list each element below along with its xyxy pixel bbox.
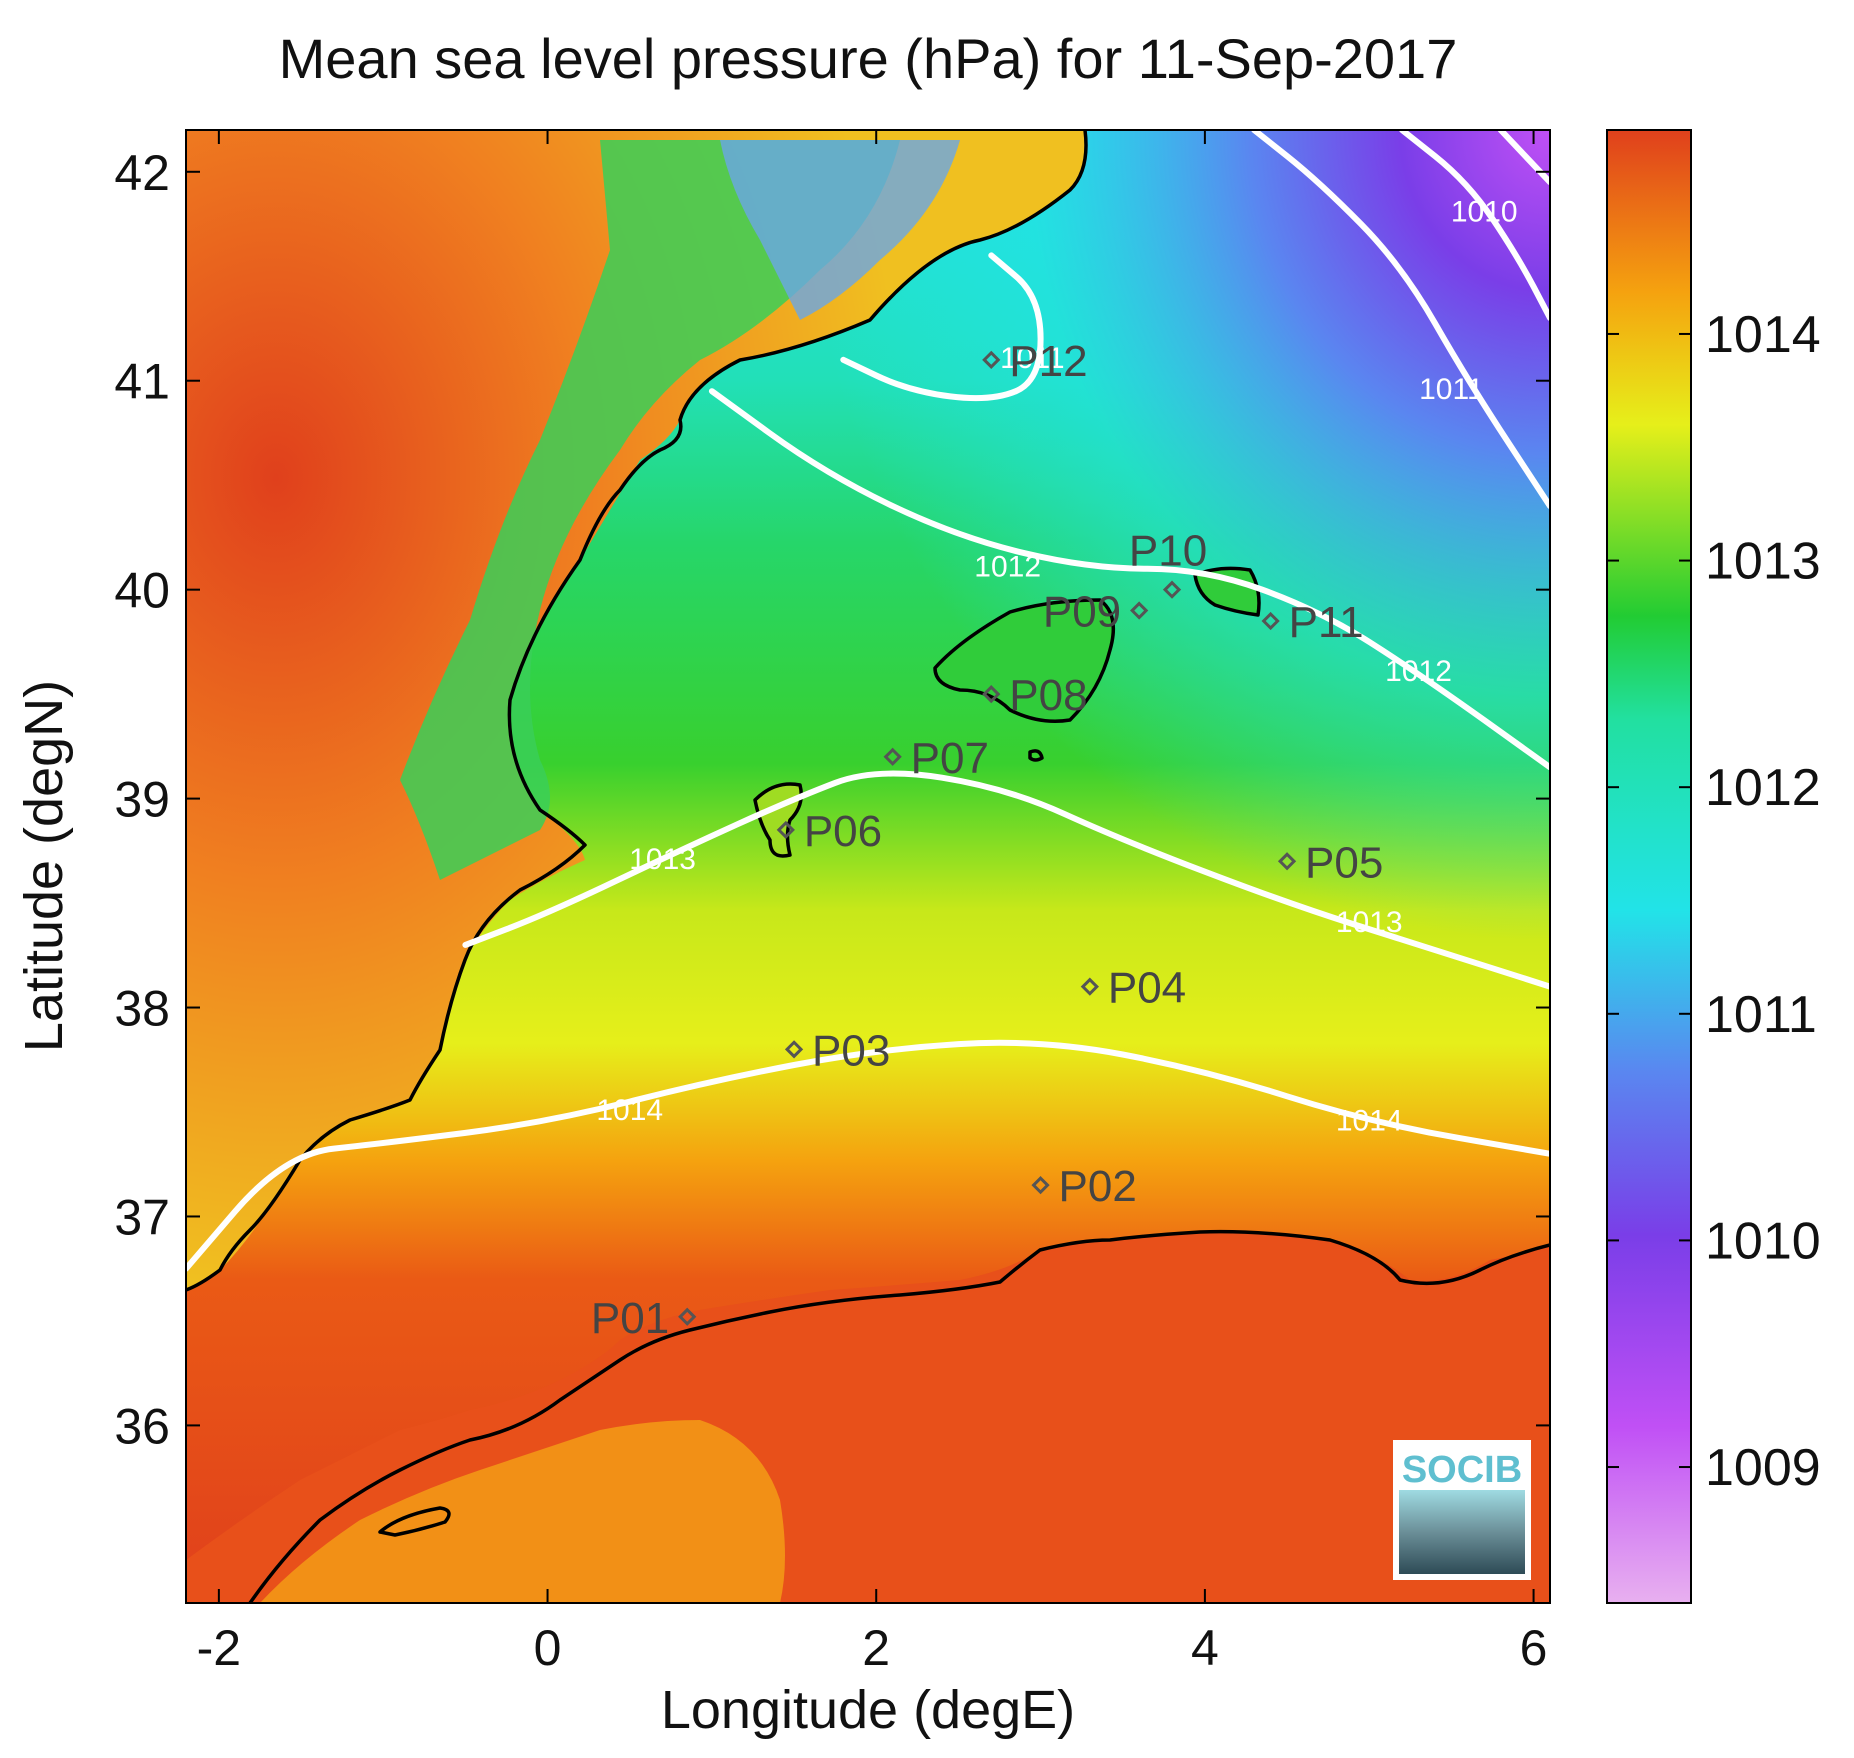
isobar-label: 1012: [974, 551, 1041, 584]
isobar-1010: [1399, 130, 1550, 321]
x-tick-label: -2: [197, 1620, 241, 1676]
x-tick-label: 2: [862, 1620, 890, 1676]
y-axis-label: Latitude (degN): [14, 680, 74, 1052]
north-africa-orange-relief: [260, 1420, 785, 1603]
isobar-label: 1014: [596, 1094, 663, 1127]
menorca-coastline: [1193, 566, 1261, 617]
isobar-1011a: [840, 252, 1044, 402]
station-marker-p08: [982, 685, 1001, 704]
isobar-label: 1014: [1336, 1104, 1403, 1137]
iberia-green-coastal-band: [400, 140, 900, 880]
isobar-label: 1011: [1419, 373, 1484, 406]
colorbar-tick-label: 1009: [1705, 1439, 1821, 1497]
station-marker-p01: [678, 1307, 697, 1326]
y-axis: 36 37 38 39 40 41 42: [114, 145, 1550, 1454]
alboran-islet-coastline: [378, 1506, 451, 1537]
station-label-p01: P01: [591, 1294, 669, 1343]
station-label-p04: P04: [1108, 964, 1186, 1013]
x-axis: -2 0 2 4 6: [197, 130, 1548, 1676]
station-marker-p04: [1080, 977, 1099, 996]
colorbar-tick-label: 1011: [1705, 986, 1817, 1044]
station-marker-p05: [1277, 852, 1297, 871]
socib-logo-text: SOCIB: [1402, 1449, 1522, 1491]
socib-logo-wave: [1399, 1490, 1525, 1574]
iberia-land: [186, 130, 1086, 1290]
station-label-p12: P12: [1009, 337, 1087, 386]
y-tick-label: 37: [114, 1189, 170, 1245]
colorbar-tick-label: 1012: [1705, 759, 1821, 817]
africa-coastline: [248, 1229, 1550, 1603]
station-marker-p10: [1162, 580, 1182, 599]
station-marker-p03: [784, 1040, 804, 1059]
colorbar: 1009 1010 1011 1012 1013 1014: [1606, 129, 1821, 1604]
menorca-land: [1195, 568, 1259, 615]
station-marker-p06: [776, 820, 795, 840]
station-label-p11: P11: [1289, 598, 1364, 647]
station-label-p03: P03: [812, 1026, 890, 1075]
isobar-label: 1012: [1385, 655, 1452, 688]
mallorca-coastline: [933, 598, 1116, 723]
station-label-p07: P07: [911, 734, 989, 783]
station-label-p05: P05: [1305, 838, 1383, 887]
colorbar-tick-label: 1010: [1705, 1212, 1821, 1270]
x-tick-label: 4: [1191, 1620, 1219, 1676]
chart-title: Mean sea level pressure (hPa) for 11-Sep…: [279, 27, 1458, 90]
isobar-label: 1013: [1336, 906, 1403, 939]
iberia-coastline: [186, 130, 1088, 1292]
y-tick-label: 38: [114, 981, 170, 1037]
map-plot-area: 1014 1014 1013 1013 1012 1012 1011 1011 1010 P01…: [186, 130, 1550, 1603]
colorbar-tick-label: 1014: [1705, 306, 1821, 364]
station-label-p10: P10: [1129, 527, 1207, 576]
colorbar-tick-label: 1013: [1705, 533, 1821, 591]
x-tick-label: 0: [534, 1620, 562, 1676]
isobar-1012: [708, 388, 1550, 771]
station-label-p08: P08: [1009, 671, 1087, 720]
station-marker-p02: [1031, 1176, 1050, 1195]
socib-logo: SOCIB: [1393, 1440, 1531, 1580]
colorbar-ticks: 1009 1010 1011 1012 1013 1014: [1607, 306, 1821, 1497]
station-marker-p07: [883, 747, 902, 766]
isobar-contours: 1014 1014 1013 1013 1012 1012 1011 1011 1010: [186, 130, 1550, 1272]
y-tick-label: 40: [114, 563, 170, 619]
cabrera-coastline: [1028, 749, 1044, 762]
isobar-1014: [186, 1039, 1550, 1272]
isobar-1013: [462, 770, 1550, 990]
isobar-label: 1013: [629, 843, 696, 876]
x-axis-label: Longitude (degE): [661, 1680, 1075, 1740]
y-tick-label: 36: [114, 1398, 170, 1454]
plot-frame: [185, 129, 1551, 1604]
y-tick-label: 41: [114, 354, 170, 410]
station-marker-p12: [982, 350, 1001, 369]
isobar-label: 1011: [1000, 342, 1065, 375]
colorbar-gradient: [1606, 129, 1692, 1604]
station-label-p09: P09: [1043, 588, 1121, 637]
iberia-blue-highlands: [720, 140, 960, 320]
x-tick-label: 6: [1520, 1620, 1548, 1676]
y-tick-label: 39: [114, 772, 170, 828]
station-label-p02: P02: [1059, 1162, 1137, 1211]
station-marker-p11: [1261, 611, 1280, 631]
isobar-1011b: [1251, 130, 1550, 510]
station-marker-p09: [1130, 601, 1149, 620]
isobar-label: 1010: [1451, 195, 1518, 228]
y-tick-label: 42: [114, 145, 170, 201]
station-label-p06: P06: [804, 807, 882, 856]
